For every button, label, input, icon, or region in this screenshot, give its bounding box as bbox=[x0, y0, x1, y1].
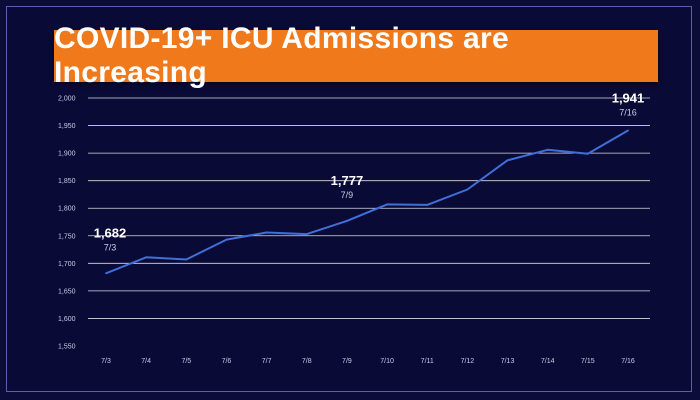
annotation-value: 1,777 bbox=[331, 173, 364, 188]
data-point bbox=[225, 238, 228, 241]
annotation-date: 7/16 bbox=[619, 108, 637, 118]
data-point bbox=[466, 188, 469, 191]
x-tick-label: 7/13 bbox=[501, 358, 515, 365]
series-line-path bbox=[105, 129, 629, 275]
x-axis-ticks: 7/3 7/4 7/5 7/6 7/7 7/8 7/9 7/10 7/11 7/12 7/13 7/1… bbox=[101, 358, 635, 365]
x-tick-label: 7/14 bbox=[541, 358, 555, 365]
x-tick-label: 7/16 bbox=[621, 358, 635, 365]
annotation-date: 7/9 bbox=[341, 190, 354, 200]
y-tick-label: 1,950 bbox=[58, 123, 76, 130]
y-tick-label: 1,650 bbox=[58, 288, 76, 295]
x-tick-label: 7/7 bbox=[262, 358, 272, 365]
y-tick-label: 1,900 bbox=[58, 151, 76, 158]
data-point bbox=[305, 233, 308, 236]
y-tick-label: 1,600 bbox=[58, 316, 76, 323]
data-point bbox=[185, 258, 188, 261]
y-tick-label: 1,850 bbox=[58, 178, 76, 185]
y-tick-label: 1,750 bbox=[58, 233, 76, 240]
data-point bbox=[145, 256, 148, 259]
series-line bbox=[105, 129, 629, 275]
x-tick-label: 7/9 bbox=[342, 358, 352, 365]
y-axis-ticks: 1,550 1,600 1,650 1,700 1,750 1,800 1,850 1,900… bbox=[58, 96, 76, 351]
x-tick-label: 7/4 bbox=[141, 358, 151, 365]
annotation-value: 1,941 bbox=[612, 91, 645, 106]
grid-lines bbox=[88, 97, 650, 319]
data-point bbox=[627, 129, 629, 132]
x-tick-label: 7/8 bbox=[302, 358, 312, 365]
y-tick-label: 1,700 bbox=[58, 261, 76, 268]
x-tick-label: 7/15 bbox=[581, 358, 595, 365]
x-tick-label: 7/10 bbox=[380, 358, 394, 365]
data-point bbox=[386, 203, 388, 206]
x-tick-label: 7/5 bbox=[181, 358, 191, 365]
data-point bbox=[105, 272, 107, 275]
x-tick-label: 7/11 bbox=[421, 358, 434, 365]
data-point bbox=[506, 159, 509, 162]
x-tick-label: 7/3 bbox=[101, 358, 111, 365]
data-point bbox=[346, 219, 348, 222]
x-tick-label: 7/12 bbox=[461, 358, 475, 365]
annotations: 1,682 7/3 1,777 7/9 1,941 7/16 bbox=[94, 91, 645, 253]
annotation-date: 7/3 bbox=[104, 242, 117, 252]
y-tick-label: 1,800 bbox=[58, 206, 76, 213]
annotation-value: 1,682 bbox=[94, 225, 127, 240]
data-point bbox=[265, 231, 268, 234]
data-point bbox=[546, 148, 549, 151]
x-tick-label: 7/6 bbox=[222, 358, 232, 365]
y-tick-label: 1,550 bbox=[58, 344, 76, 351]
data-point bbox=[586, 152, 589, 155]
data-point bbox=[426, 204, 429, 206]
y-tick-label: 2,000 bbox=[58, 96, 76, 103]
